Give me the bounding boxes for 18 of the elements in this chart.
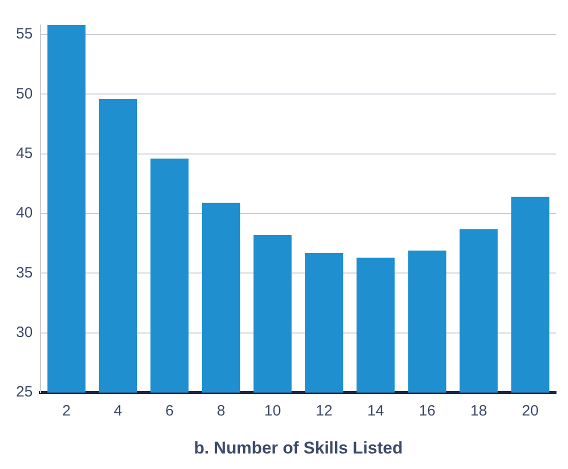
x-tick-label: 16 (418, 402, 436, 420)
y-tick-label: 45 (16, 145, 33, 162)
x-tick-label: 12 (316, 402, 332, 420)
x-axis-title: b. Number of Skills Listed (194, 438, 403, 458)
y-tick-label: 30 (16, 324, 33, 342)
x-tick-label: 6 (165, 402, 174, 420)
x-tick-label: 14 (367, 402, 384, 420)
x-tick-label: 4 (114, 402, 122, 420)
x-tick-label: 2 (62, 402, 71, 420)
y-tick-label: 55 (16, 26, 33, 43)
y-tick-label: 35 (16, 264, 33, 282)
y-tick-label: 40 (16, 204, 33, 222)
x-tick-label: 18 (470, 402, 488, 420)
y-tick-label: 25 (16, 384, 33, 401)
x-tick-label: 8 (216, 402, 226, 420)
y-tick-label: 50 (16, 85, 33, 102)
x-tick-label: 10 (264, 402, 281, 420)
x-tick-label: 20 (522, 402, 539, 420)
